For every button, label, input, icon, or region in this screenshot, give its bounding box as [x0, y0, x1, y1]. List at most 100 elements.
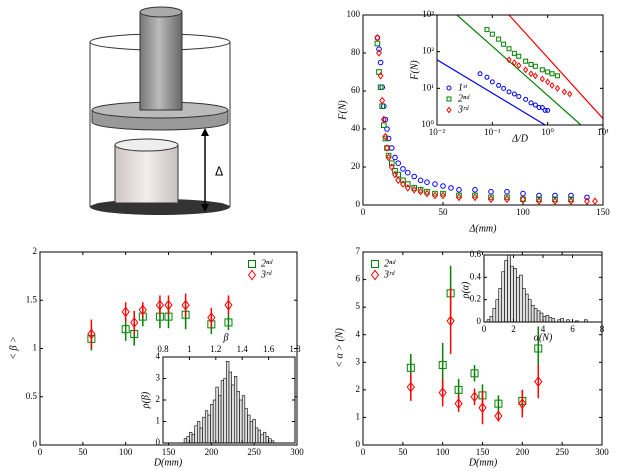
- x-tick-label: 300: [595, 447, 609, 457]
- point: [121, 325, 130, 334]
- point: [536, 197, 542, 205]
- x-axis-label: α(N): [534, 332, 553, 343]
- y-axis-label: < β >: [8, 336, 19, 359]
- point: [440, 183, 446, 189]
- bar: [252, 419, 256, 443]
- point: [400, 166, 406, 172]
- bar: [194, 425, 198, 443]
- plot: [406, 265, 543, 425]
- legend-label: 1ˢᵗ: [458, 82, 468, 93]
- point: [484, 27, 490, 33]
- point: [494, 399, 503, 408]
- legend-label: 2ⁿᵈ: [261, 258, 273, 269]
- fit-line: [437, 59, 546, 125]
- y-tick-label: 0.6: [470, 249, 482, 259]
- x-tick-label: 2: [511, 324, 516, 334]
- x-tick-label: 0.8: [157, 344, 169, 354]
- point: [456, 187, 462, 193]
- bar: [223, 378, 227, 443]
- x-tick-label: 0: [38, 447, 43, 457]
- bar: [536, 310, 541, 322]
- point: [454, 398, 463, 410]
- point: [584, 194, 590, 201]
- point: [432, 191, 438, 200]
- bar: [183, 438, 188, 443]
- x-tick-label: 10⁻²: [429, 127, 446, 137]
- bar: [513, 268, 517, 322]
- x-tick-label: 6: [570, 324, 575, 334]
- y-tick-label: 0.5: [26, 391, 38, 401]
- y-axis-label: ρ(β): [140, 391, 151, 409]
- point: [406, 381, 415, 393]
- point: [440, 191, 446, 200]
- point: [511, 59, 517, 67]
- point: [392, 168, 398, 174]
- y-tick-label: 100: [347, 9, 361, 19]
- point: [411, 185, 417, 191]
- point: [539, 75, 545, 83]
- y-tick-label: 60: [351, 85, 361, 95]
- point: [504, 188, 510, 195]
- x-tick-label: 100: [516, 207, 530, 217]
- point: [592, 197, 598, 205]
- apparatus-diagram: Δ: [89, 6, 231, 215]
- point: [534, 344, 543, 353]
- point: [534, 376, 543, 387]
- y-tick-label: 1: [33, 343, 38, 353]
- bar: [501, 271, 505, 322]
- y-tick-label: 7: [356, 246, 361, 256]
- point: [542, 107, 548, 113]
- bar: [548, 317, 553, 322]
- x-tick-label: 1.8: [289, 344, 301, 354]
- point: [536, 196, 542, 203]
- plot: [486, 255, 588, 322]
- point: [545, 107, 551, 113]
- y-tick-label: 0: [356, 199, 361, 209]
- bar: [220, 380, 225, 443]
- point: [377, 59, 384, 66]
- point: [552, 196, 558, 203]
- point: [456, 193, 462, 202]
- point: [511, 50, 517, 56]
- y-tick-label: 0: [477, 316, 482, 326]
- bar: [197, 421, 201, 443]
- panel: 10⁻² 10⁻¹ 10⁰ 10¹ 10⁰ 10¹ 10² 10³ Δ/D F(N) 1ˢᵗ2ⁿᵈ3…: [409, 9, 609, 144]
- bar: [504, 260, 508, 322]
- x-tick-label: 1.4: [237, 344, 249, 354]
- y-axis-label: ρ(α): [460, 281, 471, 299]
- point: [224, 299, 233, 311]
- bar: [233, 376, 238, 443]
- point: [568, 196, 574, 203]
- bar: [228, 371, 232, 443]
- point: [489, 79, 495, 85]
- point: [496, 82, 502, 88]
- y-axis-label: < α > (N): [334, 328, 345, 368]
- bar: [231, 384, 235, 443]
- point: [477, 71, 483, 77]
- y-tick-label: 1: [156, 416, 161, 426]
- point: [440, 190, 446, 197]
- point: [516, 93, 522, 99]
- point: [377, 84, 384, 91]
- point: [488, 195, 494, 204]
- point: [478, 402, 487, 414]
- point: [470, 369, 479, 378]
- x-tick-label: 250: [555, 447, 569, 457]
- plot: [374, 33, 598, 205]
- point: [406, 363, 415, 372]
- x-tick-label: 1.6: [263, 344, 275, 354]
- point: [448, 185, 454, 191]
- x-tick-label: 0: [361, 447, 366, 457]
- point: [181, 299, 190, 311]
- y-tick-label: 20: [351, 161, 361, 171]
- rod-top: [139, 6, 183, 18]
- y-tick-label: 1: [356, 411, 361, 421]
- point: [489, 31, 495, 37]
- point: [496, 36, 502, 42]
- x-tick-label: 1.2: [210, 344, 221, 354]
- point: [424, 189, 430, 198]
- plot-area: [437, 15, 603, 125]
- point: [432, 190, 438, 197]
- y-tick-label: 0.4: [470, 271, 482, 281]
